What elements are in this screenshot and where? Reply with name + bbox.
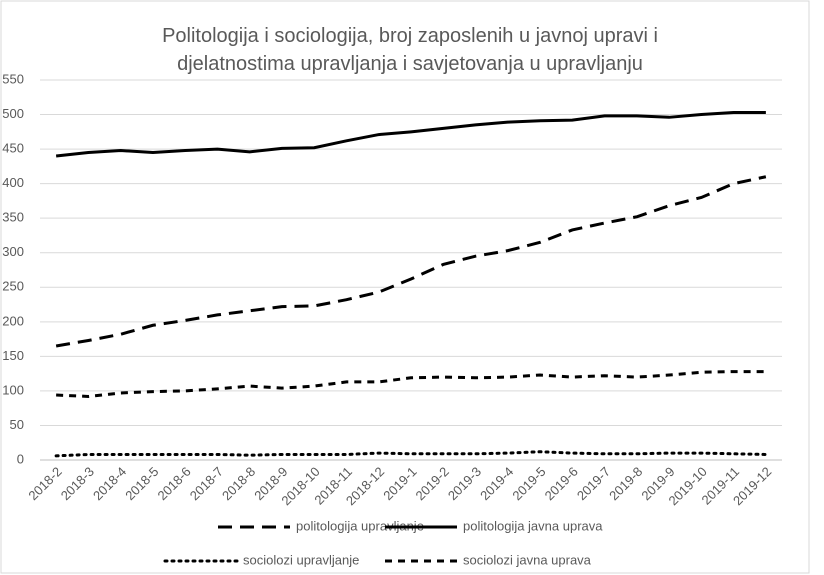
y-tick-label: 150 <box>2 348 24 363</box>
y-tick-label: 450 <box>2 141 24 156</box>
y-tick-label: 200 <box>2 313 24 328</box>
y-tick-label: 550 <box>2 71 24 86</box>
y-tick-label: 400 <box>2 175 24 190</box>
chart-title: Politologija i sociologija, broj zaposle… <box>162 25 658 75</box>
line-series <box>54 450 768 458</box>
legend-label: politologija upravljanje <box>296 518 424 533</box>
line-series <box>55 110 766 158</box>
y-tick-label: 500 <box>2 106 24 121</box>
legend-label: sociolozi upravljanje <box>243 552 359 567</box>
y-tick-label: 250 <box>2 279 24 294</box>
y-tick-label: 0 <box>17 451 24 466</box>
y-tick-label: 100 <box>2 382 24 397</box>
line-series <box>55 175 767 348</box>
line-series <box>56 370 766 398</box>
y-tick-label: 50 <box>10 417 24 432</box>
y-tick-label: 350 <box>2 210 24 225</box>
y-tick-label: 300 <box>2 244 24 259</box>
legend-label: politologija javna uprava <box>463 518 603 533</box>
legend-label: sociolozi javna uprava <box>463 552 592 567</box>
